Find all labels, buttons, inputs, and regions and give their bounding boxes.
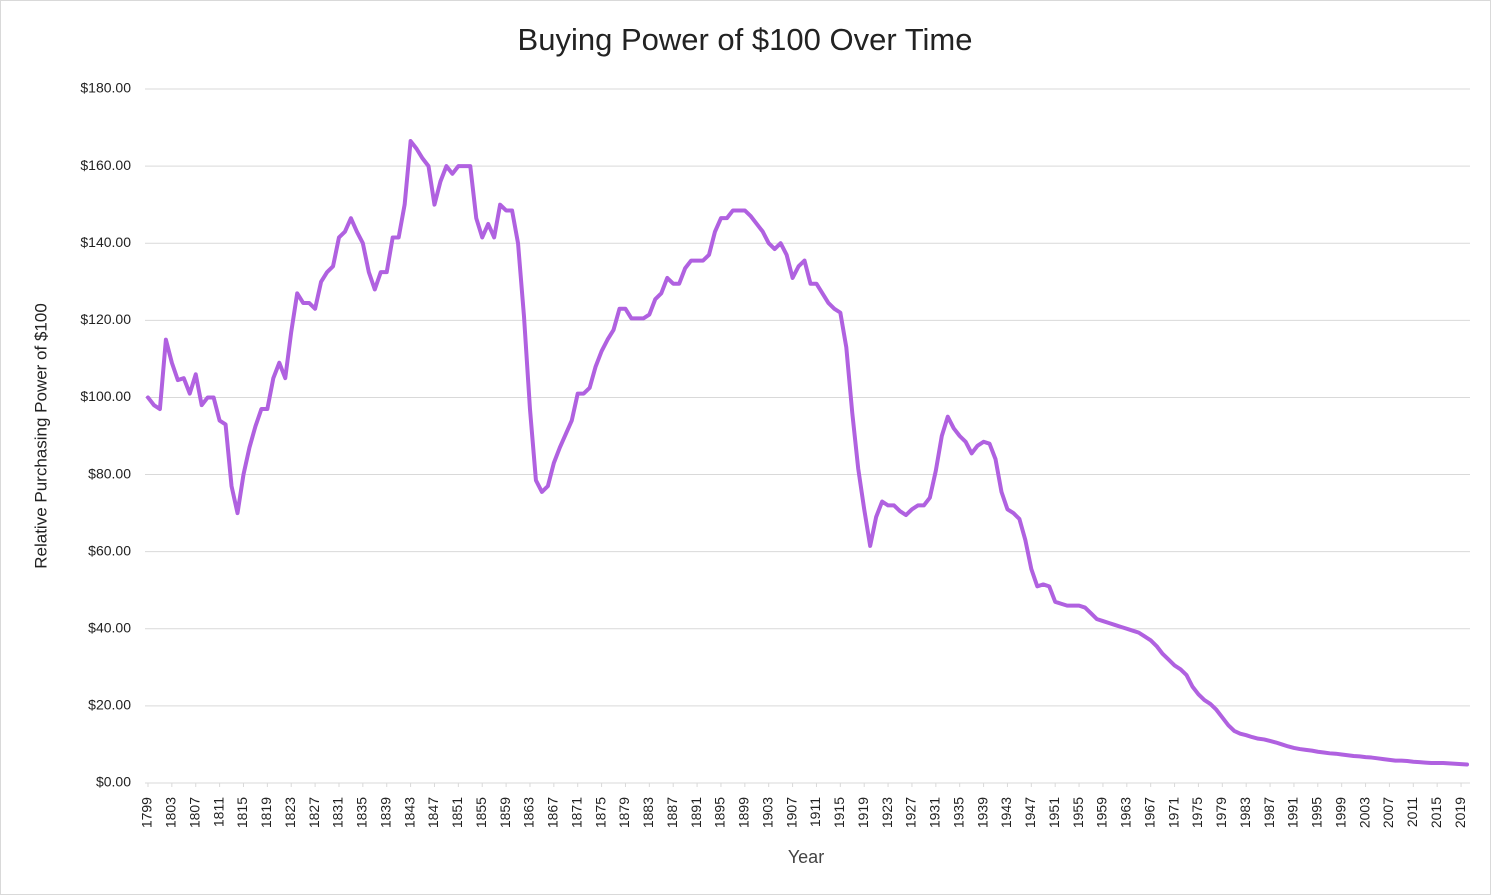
y-tick-label: $80.00 (88, 465, 131, 481)
x-tick-label: 1887 (664, 797, 680, 828)
x-tick-label: 1831 (330, 797, 346, 828)
x-tick-label: 1943 (998, 797, 1014, 828)
x-axis-label: Year (788, 847, 824, 867)
y-tick-label: $40.00 (88, 619, 131, 635)
x-tick-label: 1823 (282, 797, 298, 828)
x-tick-label: 1863 (521, 797, 537, 828)
x-tick-label: 1799 (139, 797, 155, 828)
data-line (145, 139, 1470, 767)
y-tick-label: $140.00 (80, 234, 131, 250)
x-tick-label: 1819 (258, 797, 274, 828)
x-tick-label: 1915 (831, 797, 847, 828)
x-tick-label: 1895 (712, 797, 728, 828)
x-tick-label: 1875 (592, 797, 608, 828)
x-tick-label: 1879 (616, 797, 632, 828)
x-tick-label: 1951 (1046, 797, 1062, 828)
x-tick-label: 1867 (545, 797, 561, 828)
x-tick-label: 1811 (210, 797, 226, 827)
x-tick-label: 1827 (306, 797, 322, 828)
x-tick-label: 1843 (401, 797, 417, 828)
x-tick-label: 1835 (354, 797, 370, 828)
x-tick-label: 1899 (736, 797, 752, 828)
x-tick-label: 1891 (688, 797, 704, 828)
x-tick-label: 1847 (425, 797, 441, 828)
x-tick-label: 1931 (927, 797, 943, 828)
x-tick-label: 1923 (879, 797, 895, 828)
x-tick-label: 1991 (1285, 797, 1301, 828)
x-tick-label: 1903 (759, 797, 775, 828)
x-tick-label: 1987 (1261, 797, 1277, 828)
x-tick-label: 1947 (1022, 797, 1038, 828)
x-tick-label: 1935 (950, 797, 966, 828)
x-tick-label: 1807 (186, 797, 202, 828)
y-tick-label: $60.00 (88, 542, 131, 558)
x-tick-label: 1871 (568, 797, 584, 828)
x-tick-label: 1995 (1309, 797, 1325, 828)
x-tick-label: 1955 (1070, 797, 1086, 828)
x-tick-label: 1883 (640, 797, 656, 828)
y-tick-label: $100.00 (80, 388, 131, 404)
x-tick-label: 1967 (1141, 797, 1157, 828)
x-tick-label: 1907 (783, 797, 799, 828)
x-tick-label: 1939 (974, 797, 990, 828)
x-tick-label: 1919 (855, 797, 871, 828)
x-tick-label: 1911 (807, 797, 823, 827)
x-tick-label: 2007 (1380, 797, 1396, 828)
x-tick-label: 2015 (1428, 797, 1444, 828)
x-tick-label: 1959 (1094, 797, 1110, 828)
x-tick-label: 1803 (163, 797, 179, 828)
x-tick-label: 1855 (473, 797, 489, 828)
x-tick-label: 1859 (497, 797, 513, 828)
x-tick-label: 1979 (1213, 797, 1229, 828)
y-axis-label: Relative Purchasing Power of $100 (31, 303, 50, 569)
x-tick-label: 1983 (1237, 797, 1253, 828)
x-tick-label: 1839 (377, 797, 393, 828)
y-tick-label: $180.00 (80, 80, 131, 96)
x-tick-label: 2003 (1356, 797, 1372, 828)
x-tick-label: 1999 (1332, 797, 1348, 828)
chart-title: Buying Power of $100 Over Time (518, 22, 973, 57)
x-tick-label: 1975 (1189, 797, 1205, 828)
x-tick-label: 1927 (903, 797, 919, 828)
y-tick-label: $20.00 (88, 697, 131, 713)
x-tick-label: 1971 (1165, 797, 1181, 828)
x-tick-label: 2011 (1404, 797, 1420, 827)
y-tick-label: $0.00 (96, 774, 131, 790)
y-tick-label: $160.00 (80, 157, 131, 173)
x-tick-label: 2019 (1452, 797, 1468, 828)
y-tick-label: $120.00 (80, 311, 131, 327)
x-tick-label: 1851 (449, 797, 465, 828)
x-tick-label: 1815 (234, 797, 250, 828)
x-tick-label: 1963 (1118, 797, 1134, 828)
